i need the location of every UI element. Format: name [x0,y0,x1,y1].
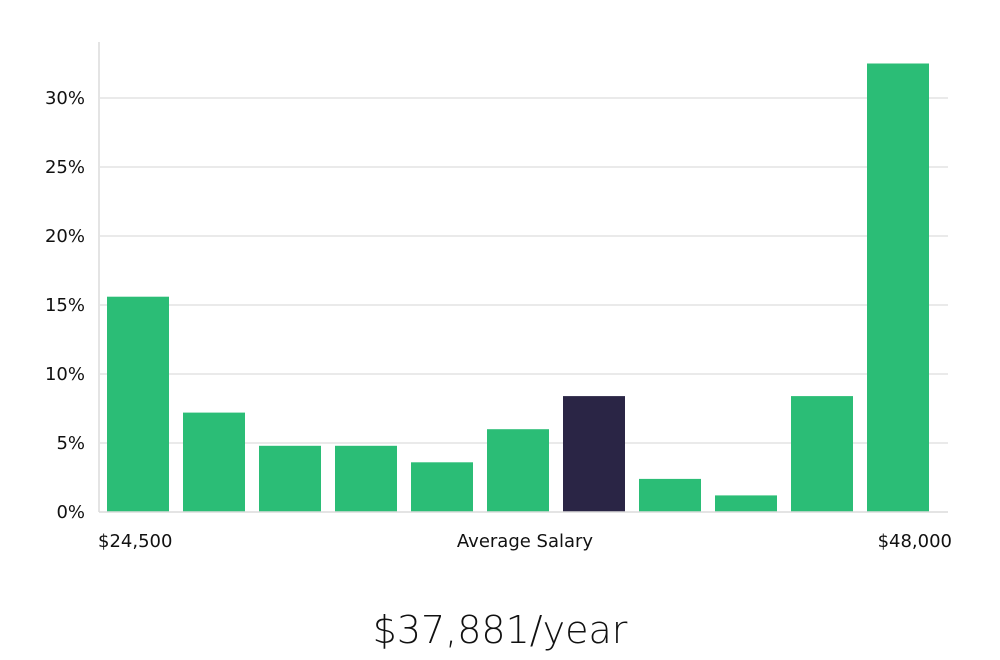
bars [107,63,929,512]
y-tick-label: 5% [56,433,85,454]
bar [715,495,777,512]
y-tick-label: 0% [56,502,85,523]
bar [411,462,473,512]
x-axis-title: Average Salary [457,531,594,552]
bar [791,396,853,512]
bar [639,478,701,512]
gridlines [100,97,948,444]
bar [867,63,929,512]
x-max-label: $48,000 [878,531,952,552]
y-tick-label: 15% [45,295,85,316]
bar [259,445,321,512]
x-min-label: $24,500 [98,531,172,552]
bar [335,445,397,512]
y-tick-label: 30% [45,88,85,109]
bar [487,429,549,512]
y-tick-label: 10% [45,364,85,385]
bar-highlighted [563,396,625,512]
y-tick-label: 25% [45,157,85,178]
bar [183,412,245,512]
bar [107,296,169,512]
y-tick-label: 20% [45,226,85,247]
average-salary-value: $37,881/year [372,608,628,652]
salary-histogram: 0% 5% 10% 15% 20% 25% 30% $24,500 Average Sala… [45,42,952,552]
axes: 0% 5% 10% 15% 20% 25% 30% [45,42,948,523]
